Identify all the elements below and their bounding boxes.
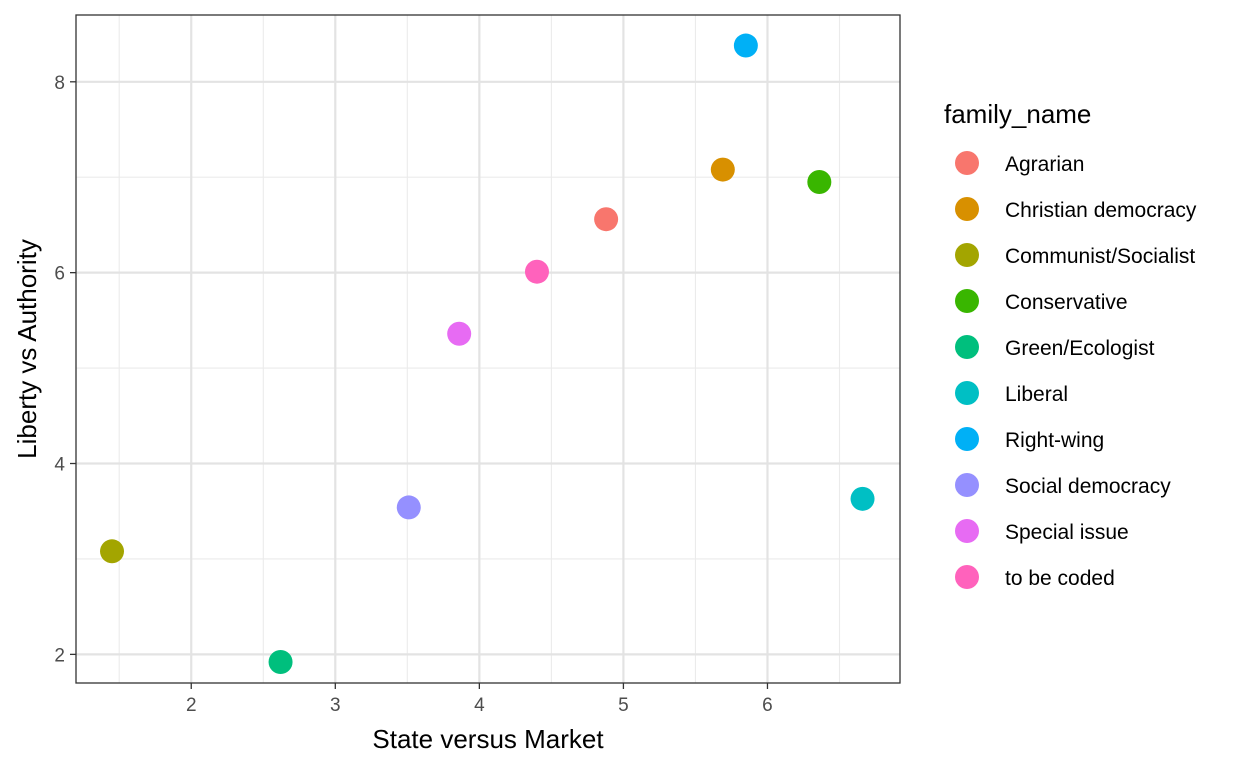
legend-label: Christian democracy [1005, 199, 1197, 222]
legend-key [955, 427, 979, 451]
legend-key [955, 473, 979, 497]
legend-label: Liberal [1005, 383, 1068, 406]
y-axis: 2 4 6 8 [54, 73, 76, 666]
y-tick-label: 6 [54, 264, 65, 285]
data-point [524, 259, 549, 284]
legend-item: Agrarian [955, 151, 1084, 176]
legend-items: Agrarian Christian democracy Communist/Soc… [955, 151, 1197, 590]
y-axis-title: Liberty vs Authority [12, 239, 42, 459]
legend-key [955, 197, 979, 221]
data-point [710, 157, 735, 182]
data-point [396, 495, 421, 520]
legend-key [955, 565, 979, 589]
legend-item: Communist/Socialist [955, 243, 1195, 268]
data-point [733, 33, 758, 58]
legend-item: Green/Ecologist [955, 335, 1155, 360]
legend-key [955, 151, 979, 175]
data-point [447, 321, 472, 346]
data-point [268, 650, 293, 675]
y-tick-label: 2 [54, 645, 65, 666]
legend-key [955, 289, 979, 313]
legend-label: to be coded [1005, 567, 1115, 590]
legend-item: Social democracy [955, 473, 1171, 498]
legend-item: Special issue [955, 519, 1129, 544]
legend-label: Special issue [1005, 521, 1129, 544]
y-tick-label: 4 [54, 455, 65, 476]
legend-key [955, 243, 979, 267]
x-tick-label: 3 [330, 695, 341, 716]
data-point [850, 486, 875, 511]
legend-item: Liberal [955, 381, 1068, 406]
legend-label: Right-wing [1005, 429, 1104, 452]
legend-key [955, 519, 979, 543]
legend-title: family_name [944, 99, 1091, 129]
data-point [807, 170, 832, 194]
legend-item: to be coded [955, 565, 1115, 590]
legend-key [955, 381, 979, 405]
x-axis-title: State versus Market [372, 724, 604, 754]
x-tick-label: 5 [618, 695, 629, 716]
legend: family_name Agrarian Christian democracy C… [944, 99, 1197, 590]
legend-item: Conservative [955, 289, 1128, 314]
x-tick-label: 6 [762, 695, 773, 716]
minor-gridlines [76, 15, 900, 683]
data-points [100, 33, 875, 675]
plot-panel-border [75, 14, 901, 684]
legend-label: Green/Ecologist [1005, 337, 1155, 360]
x-tick-label: 2 [186, 695, 197, 716]
legend-label: Communist/Socialist [1005, 245, 1195, 268]
legend-key [955, 335, 979, 359]
legend-label: Social democracy [1005, 475, 1171, 498]
x-tick-label: 4 [474, 695, 485, 716]
major-gridlines [76, 15, 900, 683]
legend-item: Christian democracy [955, 197, 1197, 222]
x-axis: 2 3 4 5 6 [186, 683, 773, 716]
data-point [594, 207, 619, 232]
legend-label: Conservative [1005, 291, 1128, 314]
data-point [100, 539, 125, 564]
y-tick-label: 8 [54, 73, 65, 94]
legend-item: Right-wing [955, 427, 1104, 452]
legend-label: Agrarian [1005, 153, 1084, 176]
